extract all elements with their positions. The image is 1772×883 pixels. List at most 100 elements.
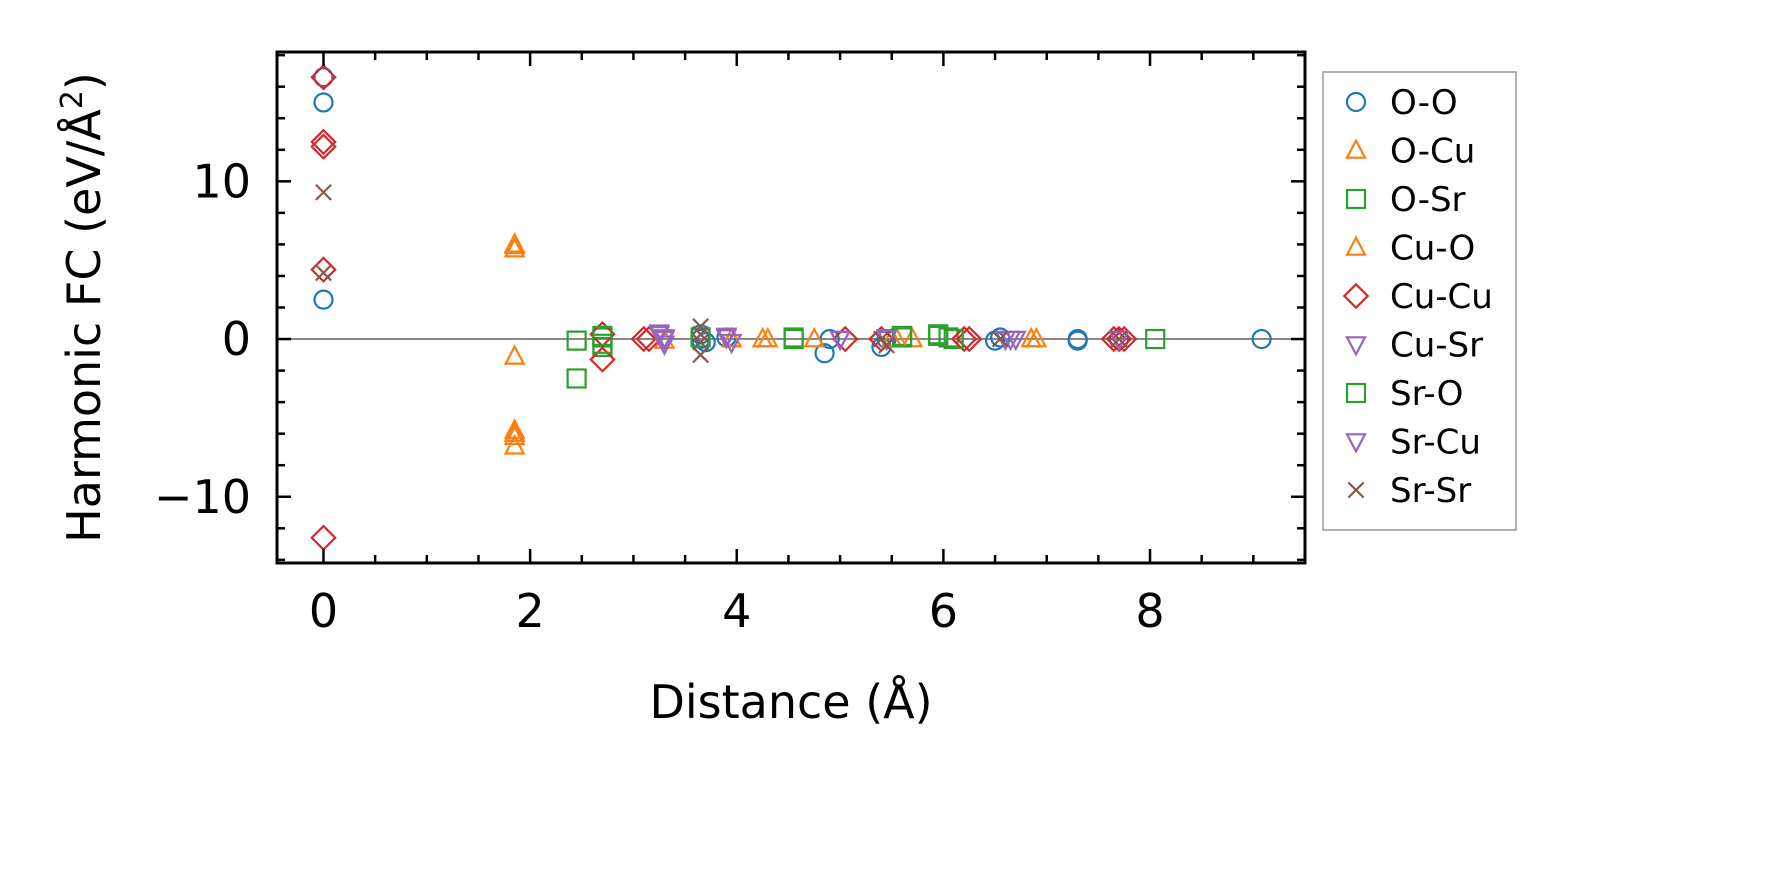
data-point (999, 330, 1022, 352)
legend-box (1322, 71, 1517, 531)
series-cu-cu (310, 63, 1138, 552)
legend-item: O-O (1345, 83, 1458, 123)
data-point (692, 317, 710, 335)
data-point (566, 330, 587, 351)
data-point (943, 328, 964, 350)
data-point (814, 343, 835, 364)
data-point (310, 63, 337, 91)
data-point (950, 325, 978, 353)
legend-label: Cu-O (1390, 229, 1475, 269)
data-point (503, 421, 526, 442)
data-point (783, 327, 804, 348)
data-point (589, 321, 616, 348)
data-point (690, 327, 711, 348)
legend-marker (1345, 188, 1367, 210)
legend-marker (1345, 336, 1367, 357)
data-point (313, 289, 334, 310)
data-point (692, 333, 710, 351)
legend-item: Sr-Sr (1347, 471, 1471, 511)
y-tick-label: −10 (154, 470, 251, 524)
data-point (503, 424, 526, 446)
data-point (1110, 330, 1128, 348)
legend-label: O-O (1390, 83, 1458, 123)
x-tick-label: 6 (929, 584, 958, 638)
data-point (715, 329, 738, 350)
x-axis-title: Distance (Å) (649, 675, 932, 729)
data-point (1251, 328, 1272, 350)
data-point (503, 233, 526, 255)
legend-marker (1342, 282, 1370, 310)
data-point (803, 326, 826, 348)
legend-item: O-Sr (1345, 180, 1466, 220)
plot-area-frame (275, 50, 1307, 565)
data-point (653, 329, 676, 350)
data-point (756, 326, 779, 348)
y-axis-title-superscript: 2 (55, 90, 90, 109)
legend-marker (1345, 382, 1367, 404)
data-point (819, 328, 840, 350)
legend: O-O O-Cu O-Sr Cu-O Cu-Cu Cu-Sr Sr-O Sr-Cu Sr-Sr (1322, 71, 1517, 531)
data-point (1145, 328, 1166, 350)
legend-item: Cu-O (1345, 229, 1475, 269)
data-point (503, 434, 526, 455)
legend-marker (1345, 235, 1367, 256)
data-point (831, 325, 859, 353)
legend-marker (1347, 481, 1365, 499)
data-point (310, 133, 337, 160)
series-sr-o (592, 324, 964, 354)
data-point (630, 325, 658, 353)
data-point (313, 67, 334, 88)
legend-item: O-Cu (1345, 132, 1475, 172)
y-tick-label: 10 (192, 154, 251, 208)
legend-marker (1345, 433, 1367, 454)
data-point (878, 336, 895, 354)
legend-label: Sr-Sr (1390, 471, 1471, 511)
legend-label: Sr-O (1390, 374, 1463, 414)
legend-item: Sr-O (1345, 374, 1463, 414)
y-axis-title: Harmonic FC (eV/Å2) (55, 72, 111, 543)
data-point (648, 326, 671, 347)
tick-labels: 0 2 4 6 8 −10 0 10 (154, 154, 1165, 638)
data-point (1108, 330, 1130, 352)
data-point (1025, 326, 1048, 348)
data-point (720, 333, 743, 355)
x-tick-label: 4 (722, 584, 751, 638)
legend-label: Cu-Cu (1390, 277, 1493, 317)
data-point (503, 236, 526, 258)
legend-item: Cu-Cu (1342, 277, 1493, 317)
data-point (928, 324, 949, 345)
data-point (720, 326, 743, 348)
y-axis-title-close: ) (57, 72, 111, 90)
data-point (592, 333, 613, 354)
legend-marker (1345, 138, 1367, 159)
data-point (503, 344, 526, 365)
x-tick-label: 0 (309, 584, 338, 638)
legend-item: Sr-Cu (1345, 423, 1481, 463)
y-tick-label: 0 (222, 312, 251, 366)
data-point (901, 326, 924, 348)
legend-label: Sr-Cu (1390, 423, 1481, 463)
legend-marker (1345, 91, 1367, 113)
series-sr-sr (315, 183, 1128, 364)
data-point (315, 183, 332, 201)
legend-label: O-Cu (1390, 132, 1475, 172)
legend-item: Cu-Sr (1345, 326, 1483, 366)
data-point (991, 330, 1009, 348)
data-point (315, 264, 332, 282)
data-point (589, 346, 616, 373)
data-point (829, 330, 851, 352)
x-tick-label: 2 (515, 584, 544, 638)
data-point (310, 128, 337, 156)
data-point (692, 325, 710, 343)
data-point (692, 346, 710, 364)
legend-label: Cu-Sr (1390, 326, 1483, 366)
data-point (313, 92, 334, 113)
data-point (955, 325, 983, 353)
data-points (310, 63, 1272, 552)
data-point (1067, 330, 1088, 351)
data-point (566, 368, 587, 389)
legend-label: O-Sr (1390, 180, 1466, 220)
x-tick-label: 8 (1135, 584, 1164, 638)
y-axis-title-main: Harmonic FC (eV/Å (57, 109, 111, 543)
